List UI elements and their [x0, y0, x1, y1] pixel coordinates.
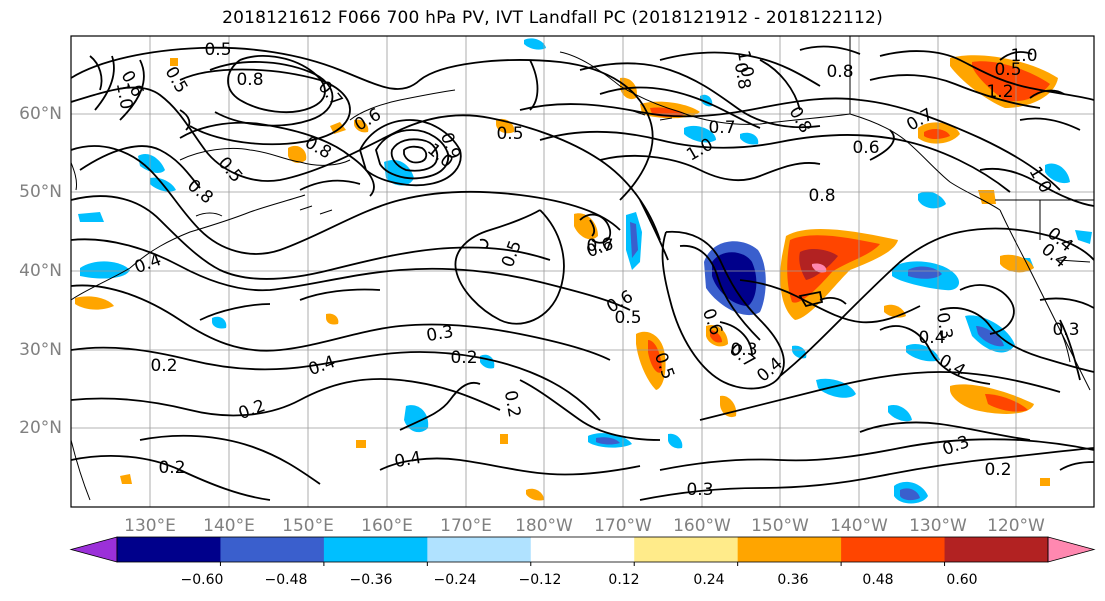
contour-label: 0.8 [301, 133, 334, 164]
contour-label: 0.4 [393, 448, 423, 472]
positive-anomaly-patches [75, 55, 1058, 501]
map-frame [70, 35, 1095, 508]
lat-label: 50°N [19, 182, 62, 202]
lon-label: 140°W [830, 516, 888, 536]
contour-label: 0.5 [496, 124, 523, 144]
colorbar-swatch [841, 537, 946, 562]
colorbar-swatch [737, 537, 842, 562]
lat-label: 30°N [19, 340, 62, 360]
colorbar-extend-min [69, 536, 118, 563]
contour-label: 0.4 [306, 352, 338, 380]
contour-label: 0.5 [614, 308, 641, 328]
lon-label: 150°E [282, 516, 334, 536]
lon-label: 130°E [124, 516, 176, 536]
contour-label: 0.7 [586, 236, 613, 256]
contour-label: 0.7 [708, 118, 735, 138]
colorbar-swatch [427, 537, 532, 562]
lon-label: 140°E [203, 516, 255, 536]
contour-label: 0.8 [730, 61, 754, 91]
gridlines [71, 36, 1094, 507]
lon-label: 170°E [440, 516, 492, 536]
lon-label: 180°W [515, 516, 573, 536]
contour-label: 0.6 [852, 138, 879, 158]
contour-label: 0.4 [753, 354, 787, 387]
colorbar-swatch [634, 537, 739, 562]
contour-label: 0.5 [498, 238, 526, 270]
colorbar-swatch [117, 537, 221, 562]
contour-label: 0.5 [994, 60, 1021, 80]
contour-label: 0.4 [132, 250, 164, 278]
contour-label: 0.8 [785, 103, 816, 136]
colorbar-extend-max [1047, 536, 1096, 563]
contour-label: 0.3 [686, 480, 713, 500]
contour-label: 0.5 [204, 40, 231, 60]
contour-label: 0.2 [500, 389, 524, 419]
pv-contours [71, 45, 1094, 501]
colorbar-tick-label: 0.24 [693, 572, 725, 588]
colorbar-swatch [530, 537, 635, 562]
contour-label: 0.8 [826, 62, 853, 82]
contour-label: 0.4 [935, 351, 968, 382]
contour-label: 0.7 [314, 77, 347, 111]
contour-label: 0.2 [236, 396, 268, 424]
contour-label: 0.2 [158, 458, 185, 478]
colorbar-tick-label: 0.48 [862, 572, 894, 588]
contour-label: 0.4 [918, 328, 945, 348]
contour-label: 0.3 [1052, 320, 1079, 340]
contour-label: 0.3 [940, 432, 972, 460]
colorbar-tick-label: 0.60 [946, 572, 978, 588]
lon-label: 160°E [361, 516, 413, 536]
colorbar-frame [116, 536, 1049, 563]
colorbar-tick-label: −0.48 [264, 572, 308, 588]
contour-label: 0.8 [236, 70, 263, 90]
contour-label: 0.6 [351, 105, 384, 136]
contour-label: 0.8 [808, 186, 835, 206]
lat-label: 40°N [19, 261, 62, 281]
contour-label: 0.2 [450, 348, 477, 368]
colorbar [69, 536, 1096, 566]
contour-label: 1.2 [986, 82, 1013, 102]
colorbar-swatch [323, 537, 428, 562]
contour-label: 0.5 [161, 63, 192, 96]
contour-label: 0.3 [932, 311, 956, 341]
lon-label: 150°W [751, 516, 809, 536]
colorbar-tick-label: −0.60 [180, 572, 224, 588]
colorbar-tick-label: −0.12 [518, 572, 562, 588]
contour-label: 0.3 [425, 322, 455, 346]
lon-label: 130°W [909, 516, 967, 536]
contour-label: 0.5 [214, 153, 247, 187]
colorbar-tick-label: −0.24 [433, 572, 477, 588]
colorbar-swatch [220, 537, 325, 562]
lon-label: 160°W [673, 516, 731, 536]
lon-label: 120°W [987, 516, 1045, 536]
colorbar-swatch [944, 537, 1049, 562]
contour-label: 0.8 [183, 176, 217, 209]
lat-label: 20°N [19, 418, 62, 438]
contour-label: 1.0 [1010, 46, 1037, 66]
contour-label: 0.3 [730, 340, 757, 360]
contour-label: 1.0 [733, 49, 757, 79]
colorbar-tick-label: 0.36 [777, 572, 809, 588]
map-title: 2018121612 F066 700 hPa PV, IVT Landfall… [222, 8, 883, 28]
contour-label: 1.0 [112, 81, 136, 111]
colorbar-tick-label: −0.36 [349, 572, 393, 588]
contour-label: 0.2 [984, 460, 1011, 480]
colorbar-tick-label: 0.12 [608, 572, 640, 588]
contour-label: 0.2 [150, 356, 177, 376]
lat-label: 60°N [19, 104, 62, 124]
lon-label: 170°W [594, 516, 652, 536]
